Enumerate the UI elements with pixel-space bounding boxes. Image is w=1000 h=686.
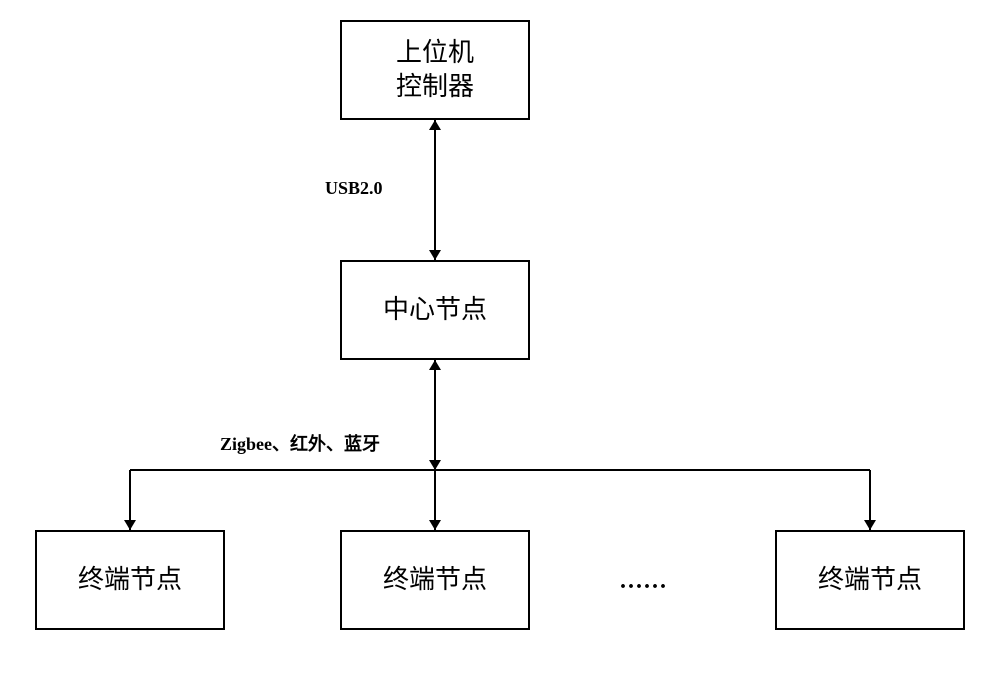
node-host-controller: 上位机 控制器 <box>340 20 530 120</box>
node-terminal-3: 终端节点 <box>775 530 965 630</box>
node-host-line2: 控制器 <box>396 70 474 104</box>
node-terminal-2: 终端节点 <box>340 530 530 630</box>
node-terminal-3-text: 终端节点 <box>818 563 922 597</box>
arrowhead-host-center-start <box>429 120 441 130</box>
node-terminal-1-text: 终端节点 <box>78 563 182 597</box>
arrowhead-bus-term2-end <box>429 520 441 530</box>
node-terminal-1: 终端节点 <box>35 530 225 630</box>
arrowhead-center-bus-start <box>429 360 441 370</box>
node-terminal-2-text: 终端节点 <box>383 563 487 597</box>
node-center: 中心节点 <box>340 260 530 360</box>
arrowhead-center-bus-end <box>429 460 441 470</box>
arrowhead-host-center-end <box>429 250 441 260</box>
label-protocols: Zigbee、红外、蓝牙 <box>220 430 380 456</box>
node-host-line1: 上位机 <box>396 36 474 70</box>
label-usb: USB2.0 <box>325 178 383 199</box>
arrowhead-bus-term3-end <box>864 520 876 530</box>
ellipsis: ...... <box>620 568 668 595</box>
node-center-text: 中心节点 <box>383 293 487 327</box>
arrowhead-bus-term1-end <box>124 520 136 530</box>
